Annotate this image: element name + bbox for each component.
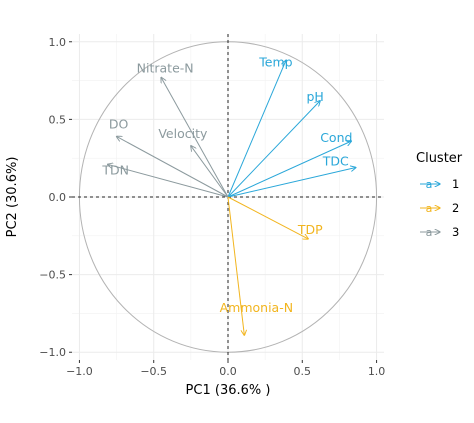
y-tick-label: 0.0	[49, 191, 67, 204]
cluster-1-vectors: Temp pH Cond TDC	[227, 54, 356, 198]
vector-velocity	[191, 146, 229, 198]
label-ammonia-n: Ammonia-N	[220, 300, 293, 315]
x-tick-label: 0.0	[219, 365, 237, 378]
vector-nitrate-n	[161, 77, 229, 198]
label-tdc: TDC	[322, 154, 349, 169]
y-tick-label: −0.5	[39, 269, 66, 282]
x-tick-label: 1.0	[368, 365, 386, 378]
y-axis-title: PC2 (30.6%)	[5, 157, 20, 238]
vector-tdp	[227, 196, 308, 239]
plot-panel	[72, 34, 384, 360]
axes: −1.0 −0.5 0.0 0.5 1.0 −1.0 −0.5 0.0 0.5 1.0 PC1 (3…	[5, 36, 385, 398]
variable-vectors: Temp pH Cond TDC TDP Ammonia-N Nitrate-N DO Velo…	[101, 54, 355, 335]
x-axis-title: PC1 (36.6% )	[186, 383, 271, 398]
label-tdp: TDP	[297, 222, 323, 237]
vector-do	[117, 136, 229, 198]
cluster-3-vectors: Nitrate-N DO Velocity TDN	[101, 60, 229, 198]
x-tick-label: −0.5	[140, 365, 167, 378]
legend-label: 2	[452, 201, 459, 215]
x-tick-label: 0.5	[294, 365, 312, 378]
cluster-2-vectors: TDP Ammonia-N	[220, 196, 323, 335]
y-tick-label: 1.0	[49, 36, 67, 49]
label-velocity: Velocity	[158, 126, 208, 141]
y-tick-label: −1.0	[39, 346, 66, 359]
vector-cond	[227, 141, 351, 198]
label-ph: pH	[306, 89, 323, 104]
y-tick-label: 0.5	[49, 113, 67, 126]
vector-temp	[227, 60, 286, 198]
label-temp: Temp	[258, 54, 292, 69]
legend-key-glyph: a	[426, 226, 433, 239]
legend-title: Cluster	[416, 151, 463, 166]
vector-tdn	[108, 164, 229, 198]
legend-label: 3	[452, 225, 459, 239]
vector-ph	[227, 101, 320, 198]
vector-ammonia-n	[227, 196, 244, 335]
legend-label: 1	[452, 177, 459, 191]
label-nitrate-n: Nitrate-N	[137, 60, 194, 75]
label-do: DO	[109, 116, 129, 131]
x-tick-label: −1.0	[66, 365, 93, 378]
vector-tdc	[227, 168, 356, 198]
legend-key-glyph: a	[426, 202, 433, 215]
label-tdn: TDN	[101, 162, 129, 177]
label-cond: Cond	[320, 130, 352, 145]
legend-key-glyph: a	[426, 178, 433, 191]
